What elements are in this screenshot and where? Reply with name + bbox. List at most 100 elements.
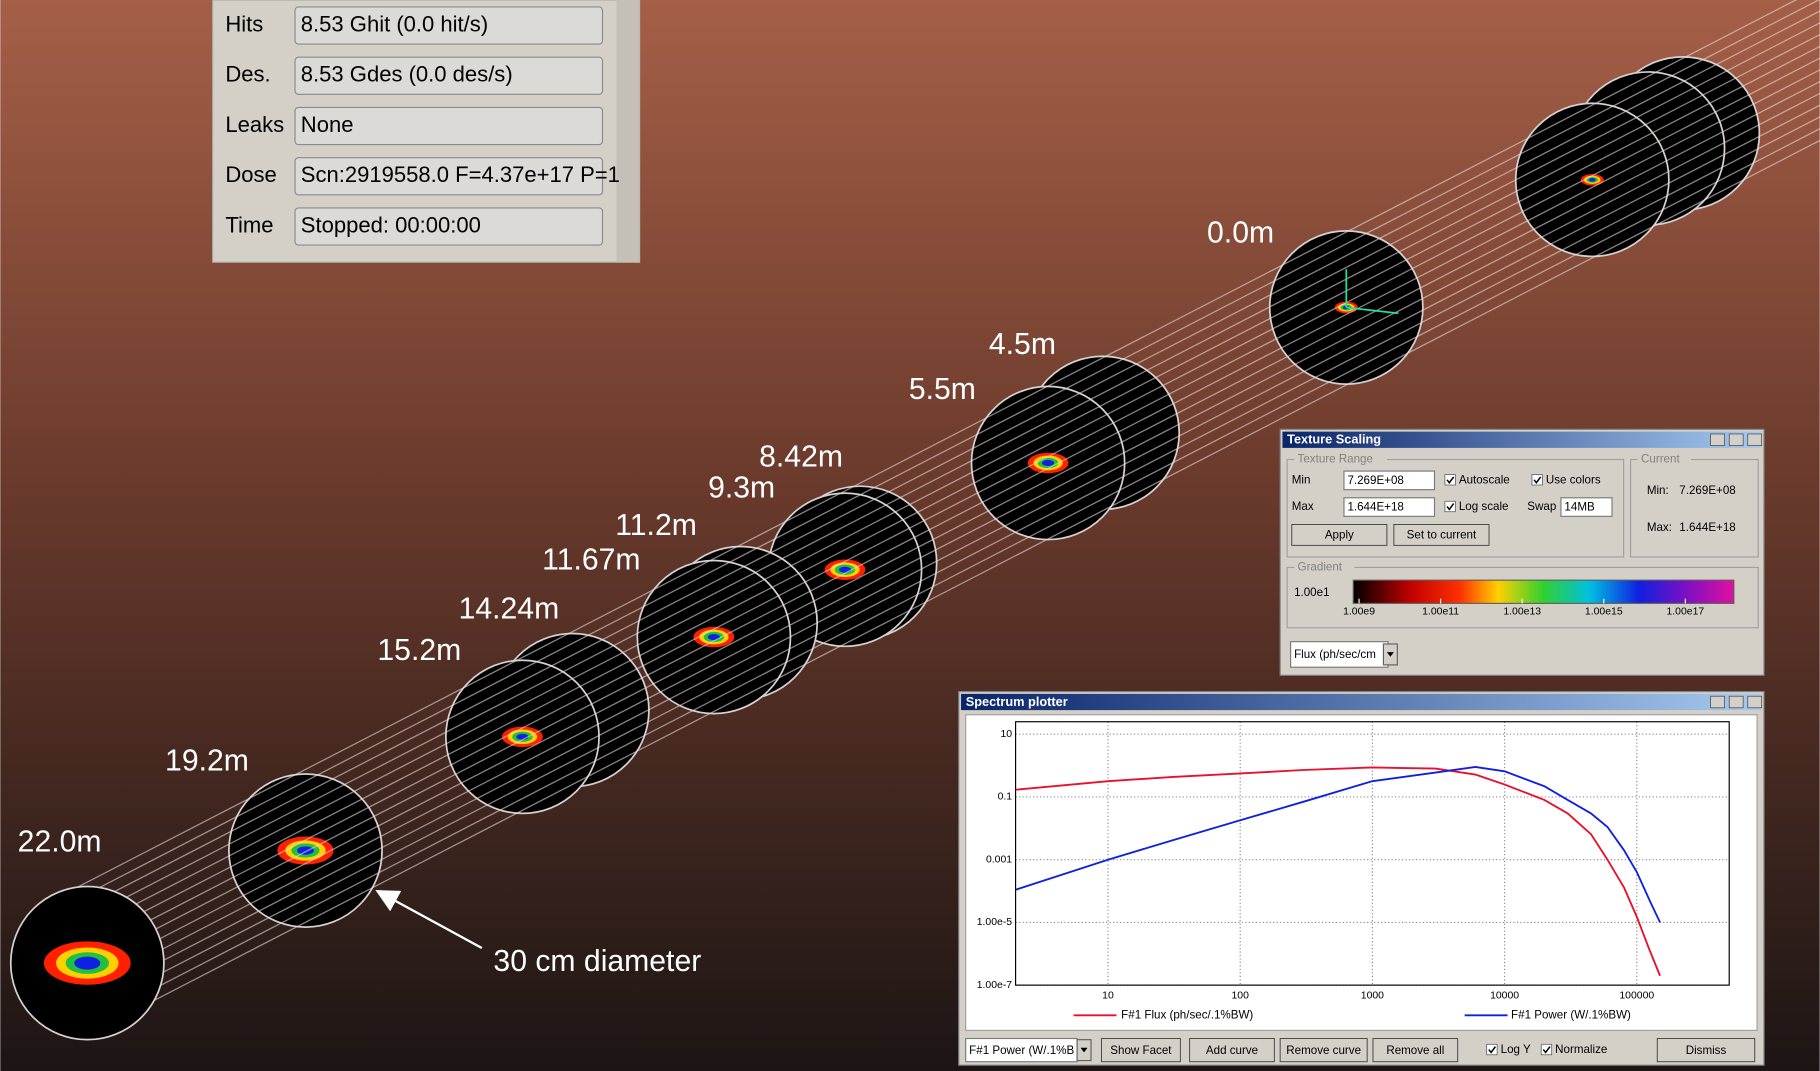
distance-label: 22.0m (18, 826, 102, 859)
checkmark (1446, 503, 1455, 511)
stat-label: Leaks (225, 112, 284, 137)
window-title: Spectrum plotter (966, 694, 1068, 709)
beam-spot (707, 633, 721, 641)
button[interactable] (1100, 1038, 1181, 1063)
checkbox-label: Autoscale (1459, 473, 1510, 486)
axis-x (1346, 306, 1399, 315)
legend-label: F#1 Power (W/.1%BW) (1511, 1008, 1631, 1021)
tube-line (116, 139, 1820, 1021)
spectrum-line (1015, 766, 1661, 923)
field-text: 7.269E+08 (1347, 474, 1403, 487)
label: Min (1292, 473, 1311, 486)
group-label: Texture Range (1298, 453, 1373, 466)
spectrum-line (1015, 766, 1661, 977)
gradient-bar (1352, 579, 1735, 604)
stat-value: 8.53 Ghit (0.0 hit/s) (301, 11, 488, 36)
label: Max: (1647, 521, 1672, 534)
distance-label: 8.42m (759, 440, 843, 473)
y-tick-label: 0.001 (986, 854, 1012, 865)
window (1279, 428, 1765, 676)
button-label[interactable]: Set to current (1407, 529, 1477, 542)
button[interactable] (1656, 1038, 1756, 1063)
button-label[interactable]: Add curve (1206, 1044, 1258, 1057)
distance-label: 14.24m (459, 592, 560, 625)
tube-line (54, 0, 1798, 900)
label: 1.00e1 (1294, 586, 1329, 599)
stat-label: Hits (225, 11, 263, 36)
y-tick-label: 0.1 (998, 792, 1013, 803)
window-control[interactable] (1710, 695, 1725, 709)
gradient-tick-label: 1.00e17 (1666, 606, 1704, 617)
button[interactable] (1279, 1038, 1368, 1063)
tube-line (77, 45, 1820, 947)
stat-label: Time (225, 212, 273, 237)
window-control[interactable] (1747, 433, 1763, 446)
window-control[interactable] (1728, 695, 1744, 709)
group-label-bg (1294, 452, 1387, 467)
group-box (1286, 458, 1625, 558)
checkbox[interactable] (1540, 1043, 1553, 1056)
window-control[interactable] (1747, 695, 1763, 709)
checkbox[interactable] (1444, 500, 1456, 513)
checkbox[interactable] (1444, 474, 1456, 486)
stat-field (294, 6, 604, 45)
button[interactable] (1189, 1038, 1275, 1063)
checkbox-label: Log Y (1501, 1043, 1531, 1056)
checkbox[interactable] (1531, 474, 1543, 486)
value: 1.644E+18 (1679, 521, 1735, 534)
stat-field (294, 56, 604, 95)
checkmark (1446, 476, 1455, 484)
title-bar (1282, 431, 1762, 448)
button[interactable] (1372, 1038, 1459, 1063)
button-label[interactable]: Remove all (1386, 1044, 1444, 1057)
field (1560, 497, 1613, 517)
arrow-glyph (1386, 652, 1394, 657)
tube-line (63, 10, 1820, 919)
tube-line (58, 0, 1820, 909)
tube-line (97, 92, 1820, 984)
group-label-bg (1637, 452, 1691, 467)
scrollbar (616, 0, 640, 263)
button[interactable] (1291, 524, 1388, 546)
stat-value: None (301, 112, 354, 137)
tube-line (68, 22, 1820, 928)
plot-panel (965, 714, 1758, 1031)
label: Max (1292, 500, 1314, 513)
checkmark (1488, 1046, 1497, 1054)
window-control[interactable] (1710, 433, 1725, 446)
stat-value: 8.53 Gdes (0.0 des/s) (301, 62, 513, 87)
stat-label: Des. (225, 62, 270, 87)
plot-frame (1015, 721, 1730, 986)
dropdown (1290, 641, 1389, 668)
field (1343, 470, 1436, 491)
distance-label: 11.2m (615, 509, 697, 542)
checkmark (1533, 476, 1542, 484)
beam-spot (297, 846, 314, 855)
distance-label: 19.2m (165, 744, 249, 777)
beam-spot (1041, 459, 1055, 467)
distance-label: 5.5m (909, 373, 976, 406)
field (1343, 497, 1436, 517)
stat-field (294, 157, 604, 196)
x-tick-label: 100000 (1619, 990, 1654, 1001)
label: Swap (1527, 500, 1556, 513)
window-control[interactable] (1728, 433, 1744, 446)
window-title: Texture Scaling (1287, 432, 1381, 447)
group-box (1286, 566, 1759, 629)
x-tick-label: 100 (1231, 990, 1249, 1001)
button-label[interactable]: Apply (1325, 529, 1354, 542)
dropdown-text: F#1 Power (W/.1%B (969, 1044, 1074, 1057)
distance-label: 9.3m (708, 472, 775, 505)
dropdown-text: Flux (ph/sec/cm (1294, 648, 1376, 661)
checkbox[interactable] (1486, 1043, 1498, 1056)
button-label[interactable]: Dismiss (1686, 1044, 1727, 1057)
y-tick-label: 1.00e-7 (977, 980, 1013, 991)
button-label[interactable]: Show Facet (1110, 1044, 1172, 1057)
group-label-bg (1294, 560, 1355, 575)
x-tick-label: 1000 (1361, 990, 1384, 1001)
gradient-tick-label: 1.00e13 (1503, 606, 1541, 617)
y-tick-label: 1.00e-5 (977, 917, 1013, 928)
button-label[interactable]: Remove curve (1286, 1044, 1361, 1057)
button[interactable] (1393, 524, 1490, 546)
